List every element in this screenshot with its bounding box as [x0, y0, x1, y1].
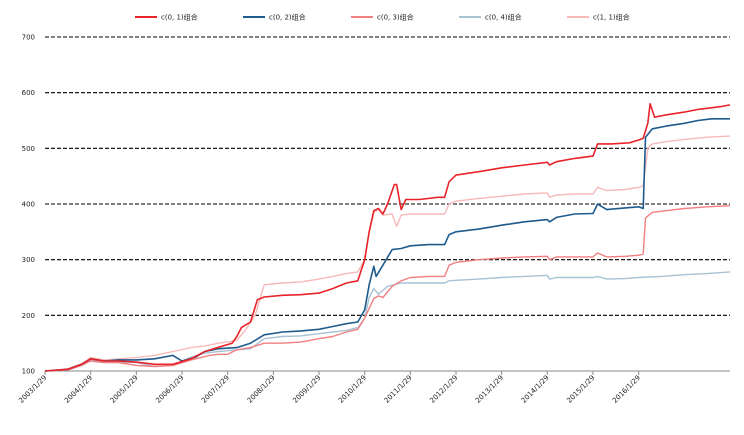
x-tick-label: 2013/1/29 — [474, 374, 505, 405]
x-tick-label: 2011/1/29 — [383, 374, 414, 405]
y-tick-label: 300 — [22, 256, 35, 264]
y-tick-label: 600 — [22, 89, 35, 97]
legend-label-4: c(1, 1)组合 — [593, 13, 630, 22]
y-axis: 100 200 300 400 500 600 700 — [22, 34, 35, 376]
y-tick-label: 500 — [22, 145, 35, 153]
legend: c(0, 1)组合 c(0, 2)组合 c(0, 3)组合 c(0, 4)组合 c(1,… — [135, 13, 630, 22]
x-tick-label: 2006/1/29 — [154, 374, 185, 405]
x-tick-label: 2005/1/29 — [109, 374, 140, 405]
y-tick-label: 400 — [22, 201, 35, 209]
series-line-4 — [44, 135, 731, 372]
series-line-0 — [44, 103, 731, 372]
y-tick-label: 200 — [22, 312, 35, 320]
x-tick-label: 2003/1/29 — [17, 374, 48, 405]
legend-label-0: c(0, 1)组合 — [161, 13, 198, 22]
x-tick-label: 2004/1/29 — [63, 374, 94, 405]
x-tick-label: 2015/1/29 — [565, 374, 596, 405]
x-axis: 2003/1/29 2004/1/29 2005/1/29 2006/1/29 2007… — [17, 370, 730, 405]
x-tick-label: 2009/1/29 — [291, 374, 322, 405]
legend-label-1: c(0, 2)组合 — [269, 13, 306, 22]
x-tick-label: 2014/1/29 — [520, 374, 551, 405]
y-tick-label: 100 — [22, 368, 35, 376]
x-tick-label: 2010/1/29 — [337, 374, 368, 405]
series-lines — [44, 103, 731, 372]
legend-label-2: c(0, 3)组合 — [377, 13, 414, 22]
x-tick-label: 2012/1/29 — [428, 374, 459, 405]
legend-label-3: c(0, 4)组合 — [485, 13, 522, 22]
gridlines — [45, 36, 730, 316]
series-line-2 — [44, 205, 731, 372]
x-tick-label: 2007/1/29 — [200, 374, 231, 405]
x-tick-label: 2016/1/29 — [611, 374, 642, 405]
y-tick-label: 700 — [22, 34, 35, 42]
x-tick-label: 2008/1/29 — [246, 374, 277, 405]
series-line-1 — [44, 118, 730, 372]
